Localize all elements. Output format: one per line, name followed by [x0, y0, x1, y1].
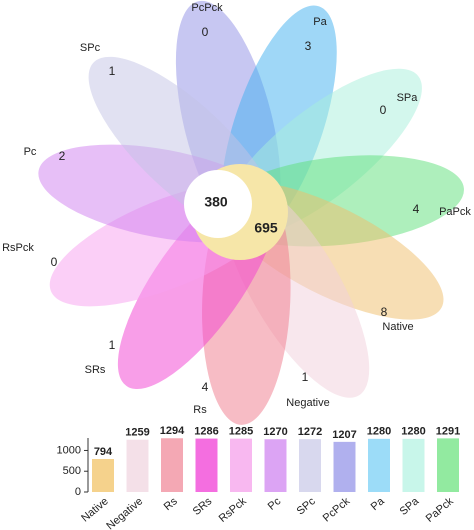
bar: [299, 439, 321, 492]
set-count: 2: [59, 149, 66, 163]
set-name: Rs: [193, 404, 207, 416]
y-tick-label: 0: [75, 486, 81, 498]
value-label: 1280: [367, 426, 391, 438]
set-name: RsPck: [2, 242, 34, 254]
x-tick-label: SPa: [398, 495, 422, 518]
x-tick-label: PaPck: [424, 495, 456, 525]
bar: [195, 438, 218, 492]
set-count: 8: [381, 305, 388, 319]
x-tick-label: Pc: [266, 495, 284, 513]
x-tick-label: Rs: [162, 495, 180, 513]
bar: [126, 439, 149, 492]
value-label: 1259: [125, 427, 149, 439]
set-name: Negative: [286, 397, 329, 409]
set-name: SRs: [85, 364, 106, 376]
x-tick-label: RsPck: [217, 495, 249, 525]
set-name: Native: [382, 321, 413, 333]
set-count: 1: [109, 64, 116, 78]
value-label: 1270: [263, 426, 287, 438]
core-count: 380: [204, 194, 228, 210]
set-count: 4: [413, 202, 420, 216]
set-name: Pa: [313, 16, 327, 28]
set-name: SPc: [80, 42, 101, 54]
x-tick-label: PcPck: [321, 495, 353, 525]
x-tick-label: Pa: [369, 495, 388, 513]
bar: [368, 438, 390, 492]
x-tick-label: Native: [79, 495, 111, 524]
value-label: 1285: [229, 426, 253, 438]
y-tick-label: 500: [63, 465, 81, 477]
core-count: 695: [254, 220, 278, 236]
bar: [92, 459, 114, 492]
set-count: 0: [380, 103, 387, 117]
y-tick-label: 1000: [57, 444, 81, 456]
value-label: 1294: [160, 425, 185, 437]
set-count: 1: [302, 370, 309, 384]
bar: [402, 438, 425, 492]
bar: [437, 438, 459, 492]
value-label: 794: [94, 446, 113, 458]
x-tick-label: SPc: [295, 495, 319, 517]
x-tick-label: SRs: [191, 495, 215, 518]
set-name: PcPck: [191, 2, 223, 14]
bar: [161, 438, 183, 492]
set-count: 4: [202, 380, 209, 394]
bar: [230, 438, 252, 492]
value-label: 1291: [436, 425, 460, 437]
set-count: 3: [305, 39, 312, 53]
set-name: SPa: [397, 92, 419, 104]
set-count: 0: [51, 255, 58, 269]
set-count: 0: [202, 25, 209, 39]
set-count: 1: [109, 338, 116, 352]
x-tick-label: Negative: [104, 495, 145, 530]
value-label: 1207: [332, 429, 356, 441]
bar: [333, 441, 356, 492]
value-label: 1272: [298, 426, 322, 438]
value-label: 1286: [194, 425, 218, 437]
core-inner: [184, 170, 252, 238]
set-name: Pc: [24, 146, 37, 158]
bar: [264, 439, 287, 492]
value-label: 1280: [401, 426, 425, 438]
set-name: PaPck: [439, 206, 471, 218]
